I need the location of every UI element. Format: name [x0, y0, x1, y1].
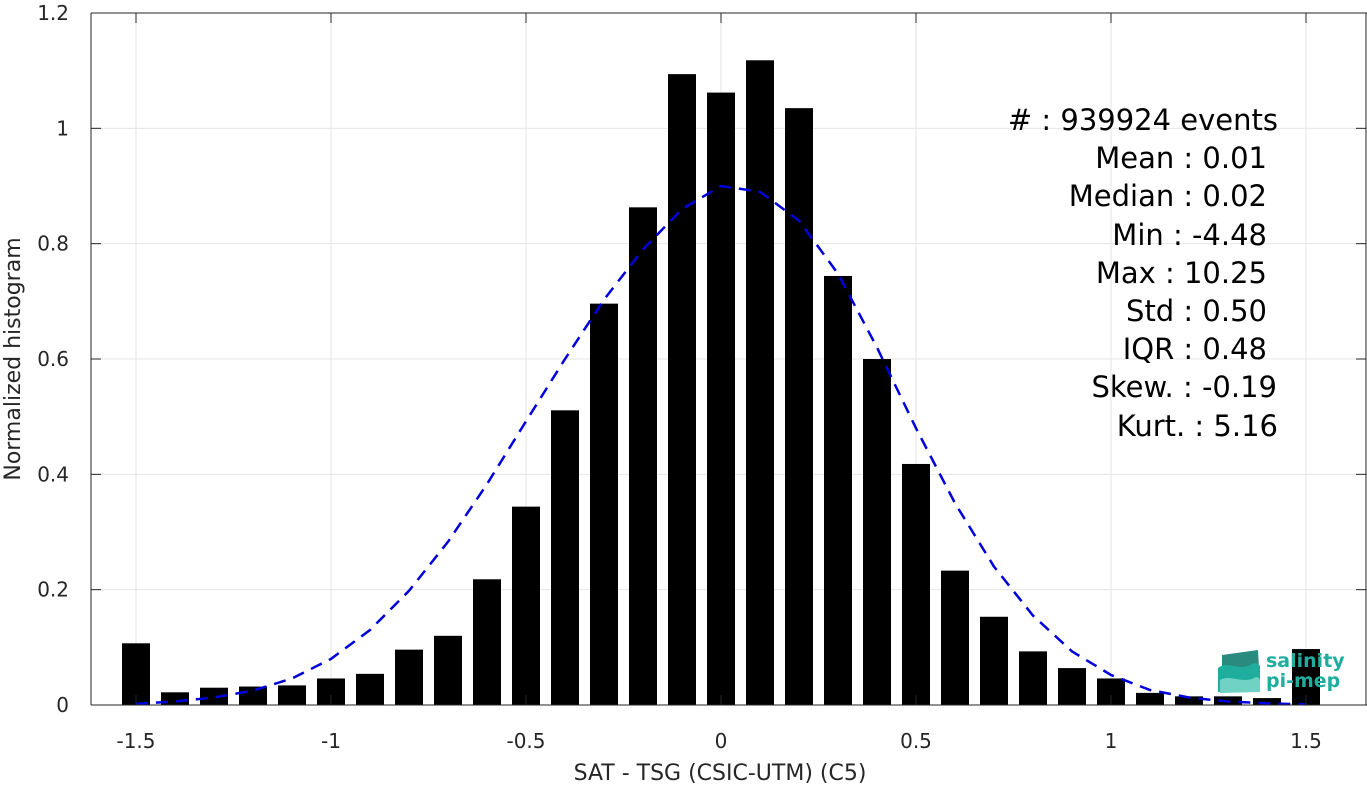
histogram-bar [707, 92, 735, 705]
histogram-bar [434, 635, 462, 705]
histogram-bar [122, 643, 150, 705]
histogram-bar [356, 673, 384, 705]
y-tick-label: 0 [56, 693, 69, 717]
logo-text-line2: pi-mep [1266, 670, 1340, 692]
stat-max: Max : 10.25 [1096, 256, 1267, 290]
x-tick-label: -0.5 [506, 729, 545, 753]
axes [90, 12, 1367, 706]
y-tick-label: 0.4 [37, 462, 69, 486]
histogram-bar [395, 649, 423, 705]
x-tick-label: 0 [715, 729, 728, 753]
y-axis-label: Normalized histogram [1, 237, 26, 480]
logo-waves-icon [1218, 650, 1260, 693]
stat-mean: Mean : 0.01 [1095, 141, 1267, 175]
histogram-bar [629, 207, 657, 705]
histogram-bar [746, 60, 774, 705]
histogram-bar [590, 303, 618, 705]
stat-min: Min : -4.48 [1112, 218, 1267, 252]
stat-count: # : 939924 events [1008, 103, 1278, 137]
stat-iqr: IQR : 0.48 [1123, 332, 1267, 366]
histogram-bar [941, 570, 969, 705]
histogram-bar [1058, 668, 1086, 705]
histogram-bar [278, 685, 306, 705]
histogram-bar [512, 506, 540, 705]
histogram-bar [1136, 692, 1164, 705]
histogram-bar [668, 74, 696, 706]
histogram-bar [1253, 698, 1281, 705]
stat-std: Std : 0.50 [1126, 294, 1267, 328]
histogram-bar [1175, 696, 1203, 705]
histogram-bars [122, 60, 1320, 706]
histogram-bar [1019, 651, 1047, 705]
x-tick-label: 1 [1105, 729, 1118, 753]
y-tick-label: 0.2 [37, 578, 69, 602]
y-tick-label: 1 [56, 116, 69, 140]
histogram-bar [980, 616, 1008, 705]
histogram-bar [200, 687, 228, 705]
histogram-bar [863, 359, 891, 705]
normal-fit-curve [135, 184, 1307, 706]
statistics-box: # : 939924 events Mean : 0.01 Median : 0… [1008, 103, 1278, 443]
stat-median: Median : 0.02 [1069, 179, 1267, 213]
x-tick-label: -1 [321, 729, 341, 753]
x-tick-label: 0.5 [900, 729, 932, 753]
histogram-bar [473, 579, 501, 705]
y-tick-labels: 0 0.2 0.4 0.6 0.8 1 1.2 [37, 1, 69, 717]
salinity-pimep-logo: salinity pi-mep [1218, 650, 1345, 693]
histogram-bar [902, 463, 930, 705]
logo-text-line1: salinity [1266, 650, 1345, 672]
histogram-bar [239, 686, 267, 705]
y-tick-label: 1.2 [37, 1, 69, 25]
histogram-bar [551, 410, 579, 705]
stat-kurt: Kurt. : 5.16 [1117, 409, 1278, 443]
x-axis-label: SAT - TSG (CSIC-UTM) (C5) [574, 761, 867, 785]
x-tick-label: 1.5 [1290, 729, 1322, 753]
x-tick-label: -1.5 [116, 729, 155, 753]
x-tick-labels: -1.5 -1 -0.5 0 0.5 1 1.5 [116, 729, 1321, 753]
y-tick-label: 0.8 [37, 232, 69, 256]
y-tick-label: 0.6 [37, 347, 69, 371]
histogram-bar [785, 108, 813, 705]
histogram-bar [824, 275, 852, 705]
stat-skew: Skew. : -0.19 [1091, 370, 1277, 404]
